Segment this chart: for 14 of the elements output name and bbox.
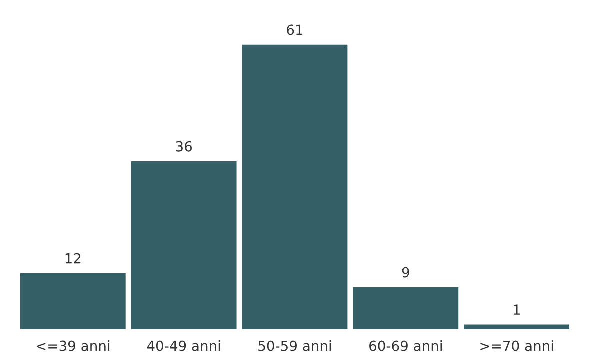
bar [131,161,237,330]
x-tick-label: 50-59 anni [258,340,332,352]
x-tick-label: 60-69 anni [370,340,442,352]
bar [353,287,459,330]
x-tick-label: 40-49 anni [147,340,220,352]
data-label: 61 [287,24,303,36]
data-label: 36 [176,141,192,152]
data-label: 1 [514,304,520,315]
data-label: 9 [402,267,410,278]
data-label: 12 [66,253,81,264]
bar [242,44,348,330]
x-tick-label: <=39 anni [36,340,110,352]
x-tick-label: >=70 anni [480,340,554,352]
bar [20,273,126,330]
